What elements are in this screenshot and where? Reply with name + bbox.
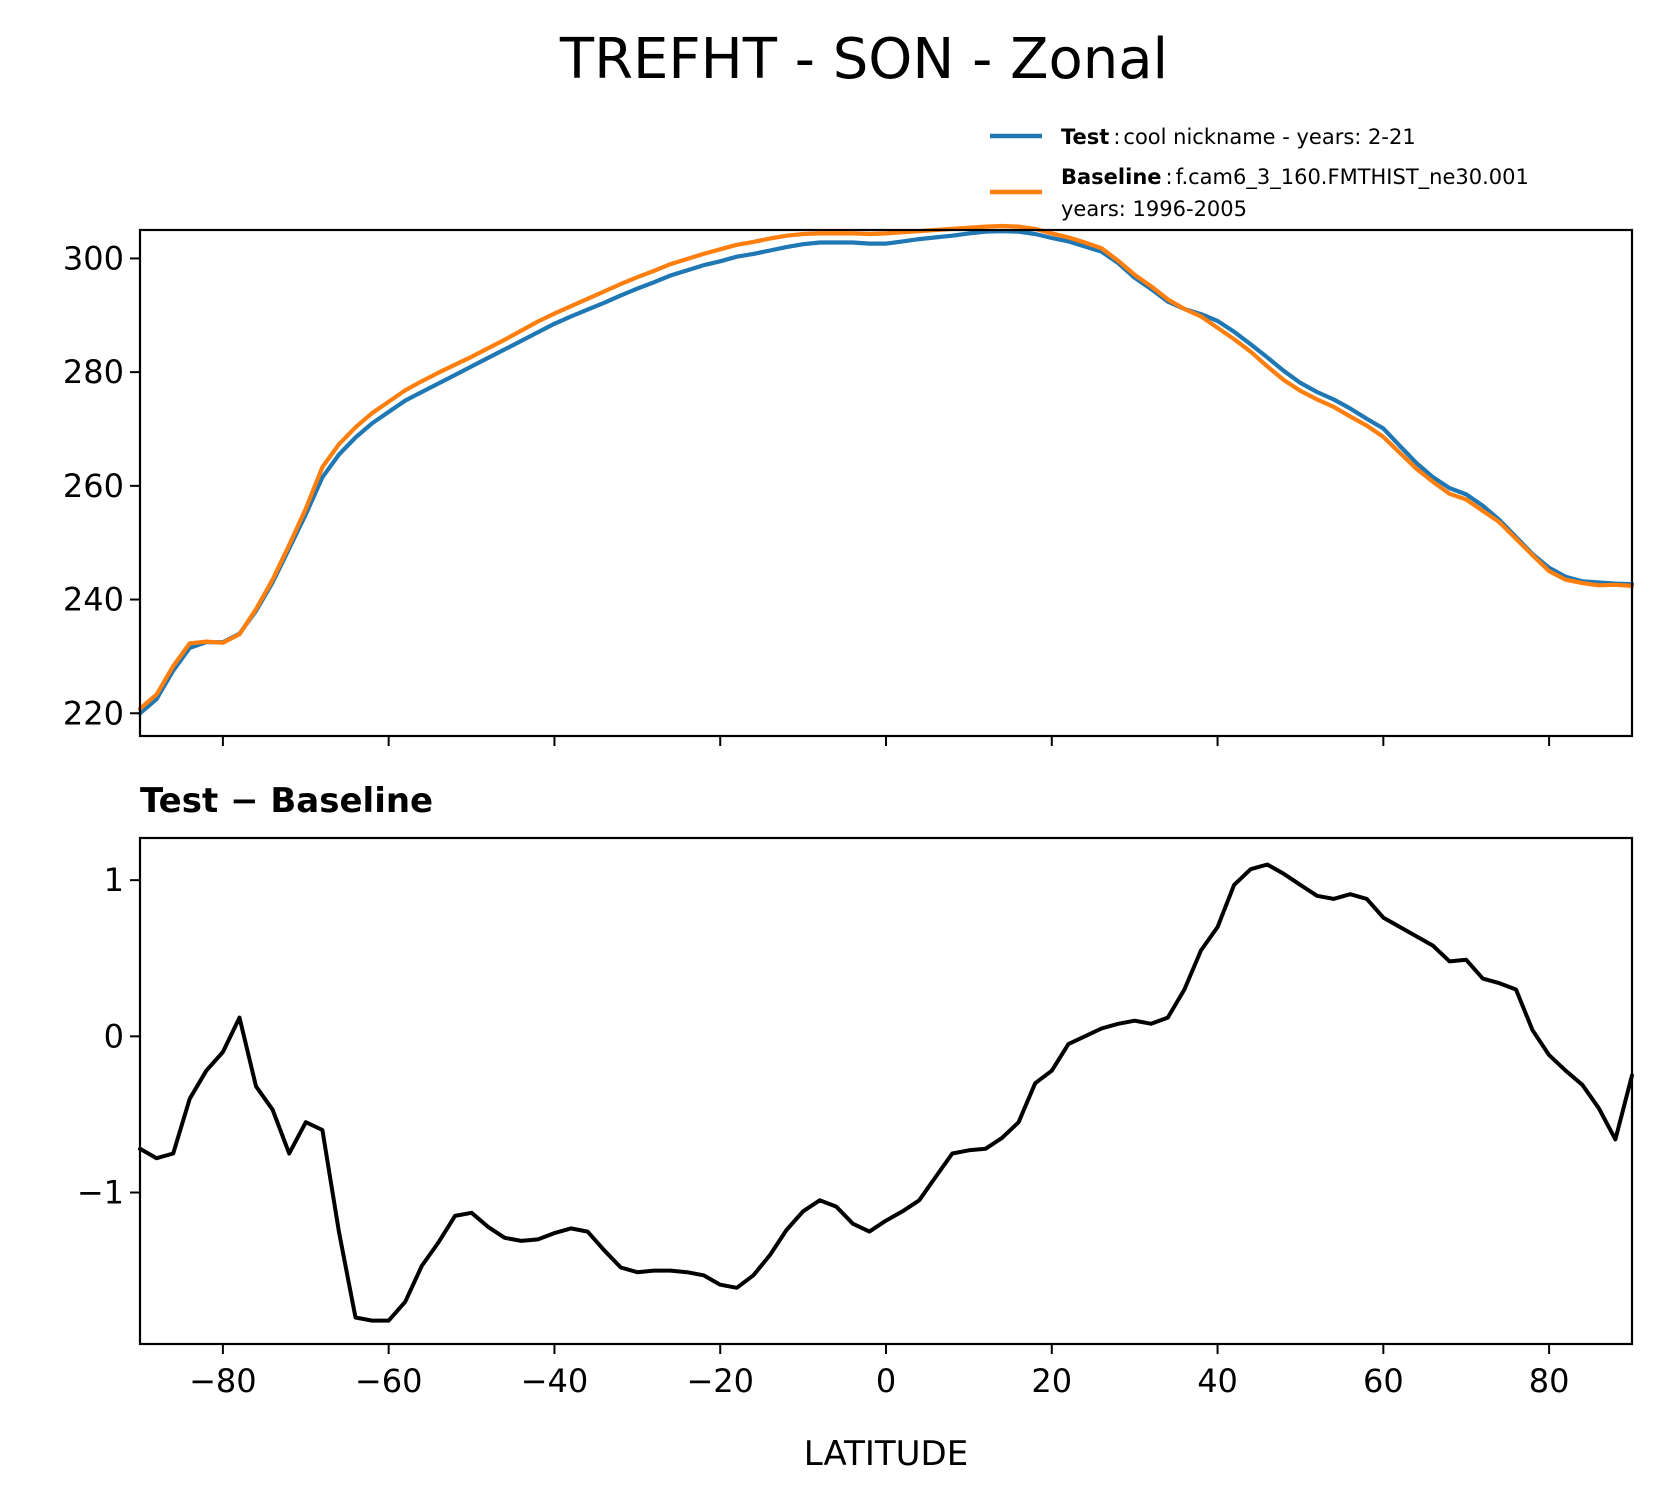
bottom-xtick-label: −80	[189, 1362, 257, 1400]
legend-baseline-text: Baseline: f.cam6_3_160.FMTHIST_ne30.001	[1061, 165, 1529, 190]
top-panel-frame	[138, 228, 1634, 738]
bottom-ytick-label: 0	[104, 1017, 124, 1055]
bottom-xtick-label: −40	[521, 1362, 589, 1400]
bottom-panel: 1 0 −1 −80 −60 −40 −20 0 20 40 60 80	[77, 836, 1634, 1400]
top-ytick-label: 240	[63, 581, 124, 619]
top-series-line-test	[137, 229, 1635, 716]
bottom-xtick-label: 60	[1363, 1362, 1404, 1400]
bottom-xtick-label: −20	[686, 1362, 754, 1400]
legend-test-sep: :	[1113, 125, 1120, 149]
bottom-xtick-label: 20	[1031, 1362, 1072, 1400]
bottom-y-axis: 1 0 −1	[77, 861, 140, 1212]
difference-subtitle: Test − Baseline	[140, 781, 433, 821]
figure-title: TREFHT - SON - Zonal	[559, 27, 1168, 92]
bottom-series-group	[138, 862, 1634, 1323]
legend-baseline-sep: :	[1166, 165, 1173, 189]
bottom-series-line-test-baseline	[138, 862, 1634, 1323]
bottom-xtick-label: 0	[876, 1362, 896, 1400]
top-ytick-label: 300	[63, 239, 124, 277]
legend-test-label: cool nickname - years: 2-21	[1123, 125, 1415, 149]
top-series-line-baseline	[137, 223, 1635, 711]
legend-baseline-name: Baseline	[1061, 165, 1162, 189]
bottom-x-axis: −80 −60 −40 −20 0 20 40 60 80	[189, 1344, 1569, 1400]
top-y-axis: 220 240 260 280 300	[63, 239, 140, 732]
top-ytick-label: 260	[63, 467, 124, 505]
bottom-panel-frame	[138, 836, 1634, 1346]
top-ytick-label: 220	[63, 694, 124, 732]
legend: Test: cool nickname - years: 2-21 Baselin…	[990, 125, 1529, 221]
top-panel: 220 240 260 280 300	[63, 223, 1635, 746]
bottom-ytick-label: −1	[77, 1174, 124, 1212]
top-x-axis	[221, 736, 1551, 746]
bottom-ytick-label: 1	[104, 861, 124, 899]
legend-baseline-years: years: 1996-2005	[1061, 197, 1247, 221]
bottom-xtick-label: 40	[1197, 1362, 1238, 1400]
legend-test-text: Test: cool nickname - years: 2-21	[1061, 125, 1416, 149]
legend-baseline-label: f.cam6_3_160.FMTHIST_ne30.001	[1176, 165, 1529, 190]
legend-test-name: Test	[1061, 125, 1109, 149]
x-axis-label: LATITUDE	[804, 1434, 968, 1474]
bottom-xtick-label: 80	[1529, 1362, 1570, 1400]
bottom-xtick-label: −60	[355, 1362, 423, 1400]
top-ytick-label: 280	[63, 353, 124, 391]
top-series-group	[137, 223, 1635, 716]
